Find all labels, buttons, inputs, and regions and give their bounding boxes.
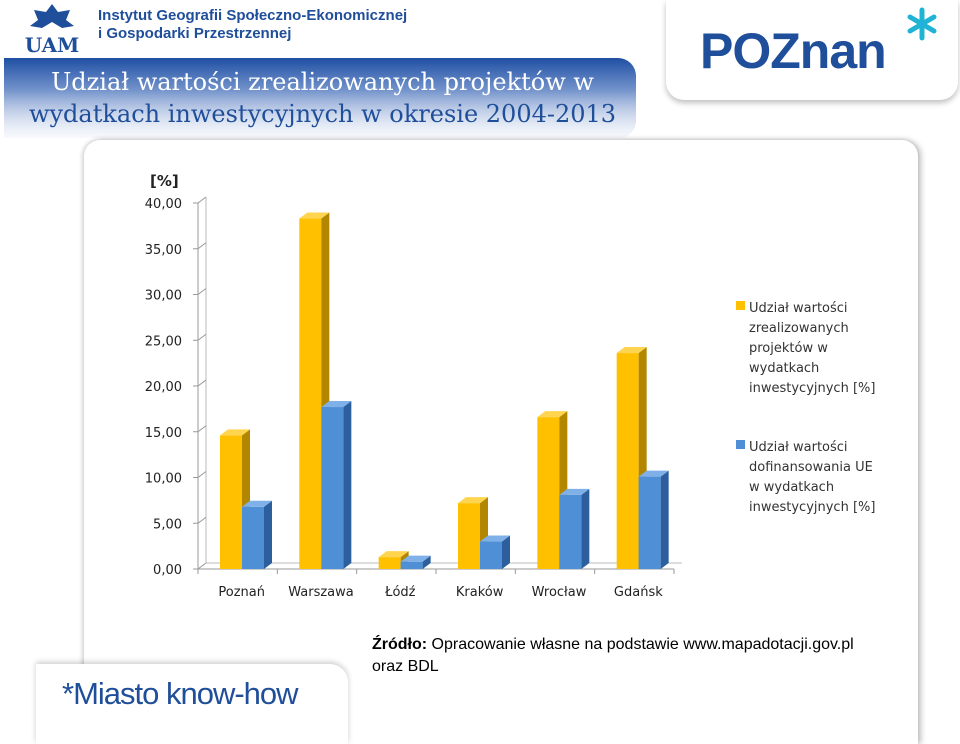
source-text-line2: oraz BDL (372, 658, 439, 675)
y-tick-depth (197, 425, 207, 433)
x-tick-label: Łódź (384, 585, 416, 600)
legend-label-series2: inwestycyjnych [%] (749, 500, 875, 515)
bar-series2 (559, 494, 582, 569)
y-tick-depth (197, 288, 207, 295)
y-tick-depth (197, 333, 207, 341)
bar-series2 (638, 476, 661, 569)
bar-top-series1 (458, 497, 488, 504)
poznan-logo-box: POZnan (666, 0, 958, 100)
asterisk-icon (907, 7, 937, 41)
bar-side-series2 (502, 535, 510, 569)
bar-top-series2 (321, 401, 352, 408)
x-tick-label: Wrocław (532, 585, 587, 600)
legend-label-series1: zrealizowanych (749, 321, 849, 336)
bar-series2 (480, 541, 502, 569)
y-tick-label: 10,00 (145, 472, 182, 487)
page-title-line1: Udział wartości zrealizowanych projektów… (51, 68, 594, 96)
legend-label-series2: dofinansowania UE (749, 460, 873, 475)
brand-slogan: *Miasto know-how (62, 676, 299, 711)
x-tick-label: Poznań (218, 585, 265, 600)
poznan-logo-text: POZnan (700, 23, 886, 79)
bar-top-series1 (378, 551, 409, 558)
bar-series1 (299, 218, 322, 569)
legend-label-series2: Udział wartości (749, 440, 848, 455)
y-tick-depth (197, 242, 207, 250)
y-tick-label: 0,00 (153, 563, 182, 578)
bar-chart: [%] 0,00 5,00 10,00 15,00 20,00 25,00 30,00 35,0… (145, 172, 876, 600)
legend-swatch-series2 (736, 440, 745, 449)
bar-side-series2 (660, 470, 669, 569)
page-title: Udział wartości zrealizowanych projektów… (10, 66, 635, 130)
uam-logo-text: UAM (25, 33, 79, 56)
y-tick-label: 15,00 (145, 426, 182, 441)
legend-label-series2: w wydatkach (749, 480, 834, 495)
bar-top-series2 (242, 500, 272, 507)
bar-series1 (616, 353, 639, 569)
bar-top-series1 (537, 411, 568, 418)
x-tick-label: Warszawa (288, 585, 354, 600)
institute-name-line2: i Gospodarki Przestrzennej (98, 25, 292, 42)
bar-side-series2 (581, 488, 590, 569)
bar-top-series2 (638, 470, 669, 477)
bar-top-series1 (220, 429, 250, 436)
x-tick-label: Gdańsk (614, 585, 663, 600)
y-tick-depth (197, 196, 207, 204)
y-tick-label: 30,00 (145, 289, 182, 304)
y-tick-depth (197, 562, 207, 570)
bar-top-series2 (400, 555, 431, 562)
y-tick-label: 25,00 (145, 334, 182, 349)
uam-logo: UAM (25, 4, 79, 56)
bar-top-series1 (299, 212, 330, 219)
bar-series1 (220, 435, 242, 569)
legend-label-series1: projektów w (749, 341, 828, 356)
bar-series1 (458, 503, 480, 569)
y-tick-label: 35,00 (145, 243, 182, 258)
y-tick-depth (197, 516, 207, 524)
bar-top-series2 (480, 535, 510, 542)
source-text: Opracowanie własne na podstawie www.mapa… (427, 636, 854, 653)
legend-label-series1: inwestycyjnych [%] (749, 381, 875, 396)
legend-label-series1: Udział wartości (749, 301, 848, 316)
y-tick-depth (197, 471, 207, 478)
legend-label-series1: wydatkach (749, 361, 819, 376)
title-banner-gradient (4, 58, 636, 138)
bar-series2 (242, 506, 264, 569)
brand-box (36, 664, 348, 744)
bar-series1 (378, 557, 401, 569)
bar-side-series2 (422, 555, 431, 569)
bar-top-series1 (616, 347, 647, 354)
bar-series2 (321, 407, 344, 569)
poznan-logo: POZnan (700, 7, 937, 79)
bar-series2 (400, 561, 423, 569)
source-note: Źródło: Opracowanie własne na podstawie … (372, 634, 892, 678)
x-tick-label: Kraków (456, 585, 504, 600)
y-axis-label: [%] (150, 172, 179, 190)
chart-panel: [%] 0,00 5,00 10,00 15,00 20,00 25,00 30,00 35,0… (84, 140, 918, 744)
bar-top-series2 (559, 488, 590, 495)
page-title-line2: wydatkach inwestycyjnych w okresie 2004-… (28, 100, 617, 128)
y-tick-label: 20,00 (145, 380, 182, 395)
y-tick-depth (197, 379, 207, 387)
legend-swatch-series1 (736, 301, 745, 310)
y-tick-label: 40,00 (145, 197, 182, 212)
institute-name: Instytut Geografii Społeczno-Ekonomiczne… (98, 7, 438, 43)
source-label: Źródło: (372, 636, 428, 653)
bar-side-series2 (264, 500, 272, 569)
bar-side-series2 (343, 401, 352, 569)
bar-series1 (537, 417, 560, 569)
institute-name-line1: Instytut Geografii Społeczno-Ekonomiczne… (98, 7, 408, 24)
y-tick-label: 5,00 (153, 517, 182, 532)
